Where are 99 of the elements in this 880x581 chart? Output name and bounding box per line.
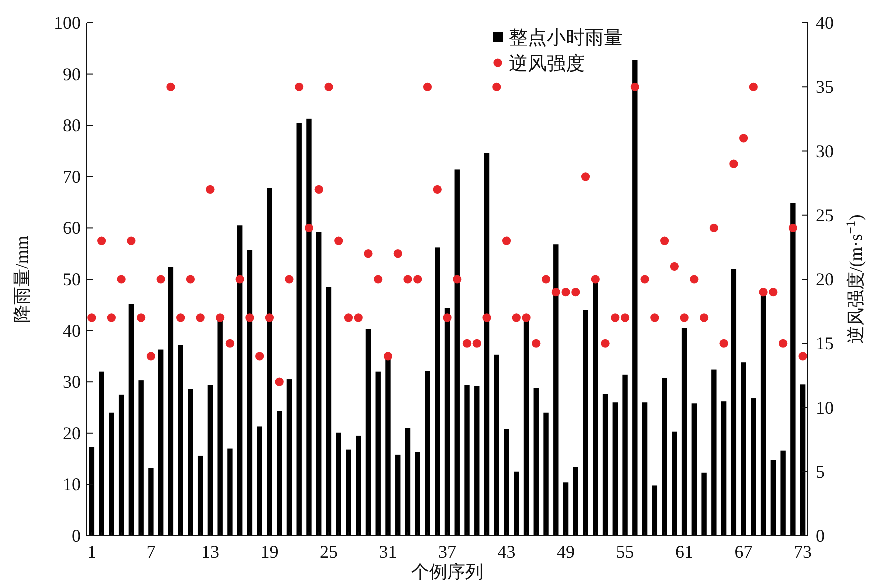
bar (544, 412, 549, 536)
bar (148, 468, 154, 536)
y2-tick-label: 40 (816, 13, 834, 33)
y2-tick-label: 25 (816, 205, 834, 226)
x-tick-label: 7 (146, 542, 156, 562)
x-tick-label: 1 (87, 542, 96, 562)
y-tick-label: 10 (63, 474, 81, 495)
bar (109, 412, 114, 536)
x-tick-label: 13 (201, 542, 220, 562)
x-axis-title: 个例序列 (412, 562, 484, 581)
bar (642, 402, 648, 536)
y-tick-label: 100 (54, 13, 81, 33)
x-tick-label: 61 (676, 542, 694, 562)
x-tick-label: 55 (616, 542, 634, 562)
y-tick-label: 30 (63, 372, 81, 392)
bar (672, 432, 678, 536)
y2-tick-label: 30 (816, 141, 834, 162)
bar (276, 411, 282, 536)
bar (396, 454, 401, 536)
bar (316, 232, 322, 536)
bar (464, 385, 470, 536)
bar (118, 394, 124, 536)
y-tick-label: 60 (63, 218, 81, 238)
bar (741, 362, 746, 536)
bar (158, 350, 164, 536)
bar (198, 456, 204, 536)
bar (583, 310, 588, 536)
bar (652, 486, 658, 536)
bar (435, 248, 440, 536)
y-tick-label: 50 (63, 270, 81, 290)
y-tick-label: 80 (63, 116, 81, 136)
bar (514, 472, 520, 536)
bar (138, 380, 144, 536)
bar (168, 267, 174, 536)
bar (692, 404, 698, 536)
y-tick-label: 0 (72, 526, 81, 546)
bar (731, 269, 737, 536)
x-tick-label: 49 (557, 542, 576, 562)
bar (326, 287, 332, 536)
bar (612, 402, 618, 536)
bar (800, 384, 806, 536)
bar (474, 386, 480, 536)
bar (425, 371, 430, 536)
bar (662, 378, 668, 536)
bar (573, 467, 578, 536)
bar (356, 436, 362, 536)
bar (286, 380, 292, 536)
x-tick-label: 37 (438, 542, 456, 562)
bar (534, 388, 539, 536)
bar (484, 153, 490, 536)
bar (89, 447, 95, 536)
bar (622, 374, 628, 536)
bar (602, 394, 608, 536)
y2-tick-label: 35 (816, 77, 834, 98)
bar (346, 450, 352, 536)
y-tick-label: 70 (63, 166, 81, 187)
y-tick-label: 40 (63, 320, 81, 341)
bar (237, 226, 243, 536)
bar (247, 250, 253, 536)
bar (751, 398, 756, 536)
bar (721, 402, 727, 536)
legend-label: 整点小时雨量 (509, 28, 623, 49)
x-tick-label: 73 (794, 542, 812, 562)
bar (444, 308, 450, 536)
bar (228, 448, 233, 536)
x-tick-label: 67 (734, 542, 753, 562)
bar (99, 372, 104, 536)
x-tick-label: 25 (320, 542, 338, 562)
bar (405, 428, 411, 536)
bar (563, 482, 569, 536)
bar (504, 429, 510, 536)
bar (296, 123, 302, 536)
y-axis-title: 降雨量/mm (12, 236, 32, 324)
y2-tick-label: 20 (816, 270, 834, 290)
y2-tick-label: 15 (816, 334, 834, 354)
bar (376, 372, 381, 536)
bar (770, 460, 776, 536)
bar (257, 426, 262, 536)
y2-tick-label: 0 (816, 526, 825, 546)
bar (366, 329, 372, 536)
bar (494, 354, 500, 536)
bar (336, 432, 342, 536)
bar (178, 345, 184, 536)
bar (712, 370, 717, 536)
bar (128, 304, 134, 536)
bar (702, 472, 707, 536)
x-tick-label: 19 (260, 542, 279, 562)
x-tick-label: 43 (498, 542, 516, 562)
bar (188, 389, 194, 536)
bar (682, 328, 688, 536)
y-tick-label: 20 (63, 423, 81, 444)
y-tick-label: 90 (63, 64, 81, 84)
y2-tick-label: 5 (816, 462, 825, 482)
bar (780, 450, 786, 536)
y2-tick-label: 10 (816, 398, 834, 418)
x-tick-label: 31 (379, 542, 398, 562)
bar (208, 385, 214, 536)
bar (415, 452, 420, 536)
legend-label: 逆风强度 (509, 53, 585, 75)
